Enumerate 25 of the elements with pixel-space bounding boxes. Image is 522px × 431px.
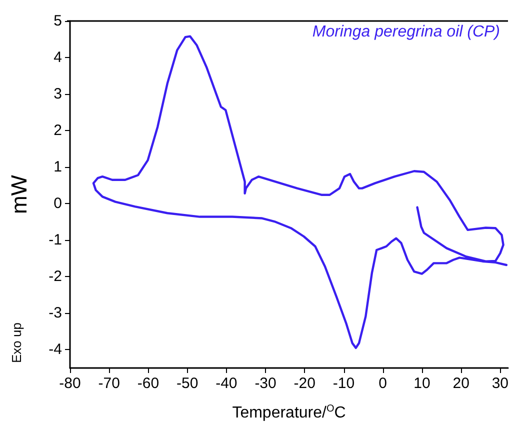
y-tick-label: 0 xyxy=(54,195,62,212)
x-tick-label: 30 xyxy=(492,375,509,392)
y-tick-label: -4 xyxy=(48,341,62,358)
y-tick-label: 1 xyxy=(54,158,62,176)
y-tick-label: 5 xyxy=(54,12,62,30)
x-tick-label: -70 xyxy=(98,375,120,392)
x-tick-label: -10 xyxy=(332,375,355,392)
x-tick-label: -20 xyxy=(294,375,316,392)
y-tick-label: 2 xyxy=(54,122,62,140)
x-tick-label: 0 xyxy=(378,375,388,392)
x-tick-label: -60 xyxy=(137,375,160,392)
x-tick-label: -80 xyxy=(59,375,81,392)
x-tick-label: 20 xyxy=(452,375,470,392)
y-tick-label: 3 xyxy=(54,86,62,103)
y-tick-label: -2 xyxy=(48,268,62,286)
y-axis-title: mW xyxy=(6,174,32,214)
y-tick-label: -3 xyxy=(48,304,62,322)
annotation: Moringa peregrina oil (CP) xyxy=(312,24,500,40)
x-tick-label: 10 xyxy=(414,375,430,392)
y-tick-label: 4 xyxy=(54,49,62,66)
y-tick-label: -1 xyxy=(48,232,62,249)
text: Exo up xyxy=(9,322,24,363)
x-tick-label: -40 xyxy=(216,375,238,392)
x-tick-label: -50 xyxy=(176,375,198,392)
x-tick-label: -30 xyxy=(254,375,276,392)
